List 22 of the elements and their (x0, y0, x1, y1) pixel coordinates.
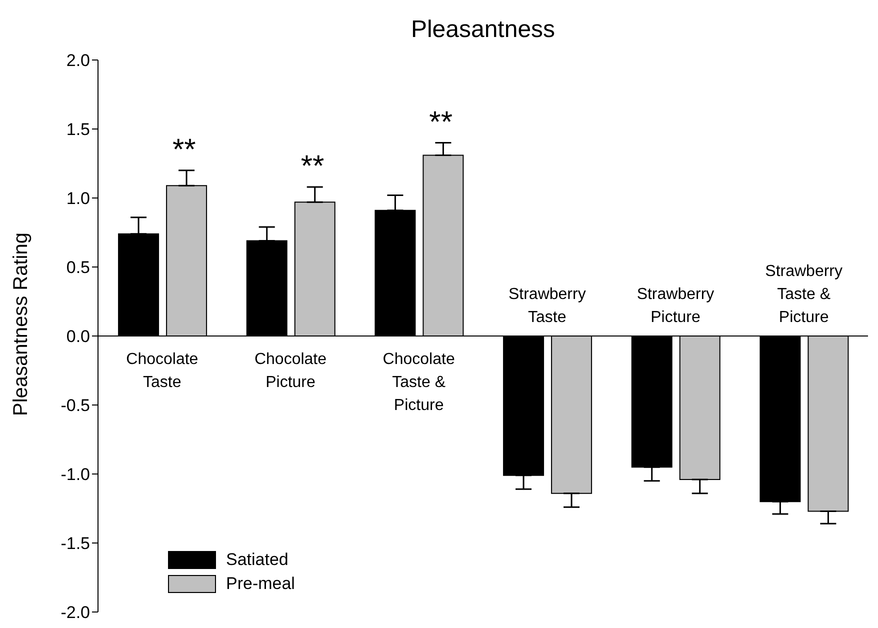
x-tick-label: Strawberry Taste (508, 286, 586, 326)
x-tick-label: Strawberry Picture (636, 286, 714, 326)
legend-label: Satiated (226, 550, 288, 570)
y-tick-label: -0.5 (60, 396, 90, 416)
y-tick-label: 2.0 (66, 51, 90, 70)
y-tick-label: 0.5 (66, 258, 90, 278)
legend-label: Pre-meal (226, 574, 295, 594)
y-tick-label: -1.0 (60, 465, 90, 484)
y-tick-label: -2.0 (60, 603, 90, 622)
chart-title: Pleasantness (410, 16, 556, 44)
x-tick-label: Chocolate Taste (126, 351, 198, 391)
y-axis-title: Pleasantness Rating (10, 232, 32, 416)
annotation: ** (172, 133, 196, 166)
y-tick-label: 1.0 (66, 189, 90, 208)
y-tick-label: -1.5 (60, 534, 90, 554)
annotation: ** (300, 150, 324, 183)
y-tick-label: 1.5 (66, 120, 90, 140)
y-tick-label: 0.0 (66, 327, 90, 346)
x-tick-label: Chocolate Picture (254, 351, 327, 391)
annotation: ** (429, 106, 453, 139)
x-tick-label: Chocolate Taste & Picture (382, 351, 455, 414)
x-tick-label: Strawberry Taste & Picture (765, 263, 843, 326)
